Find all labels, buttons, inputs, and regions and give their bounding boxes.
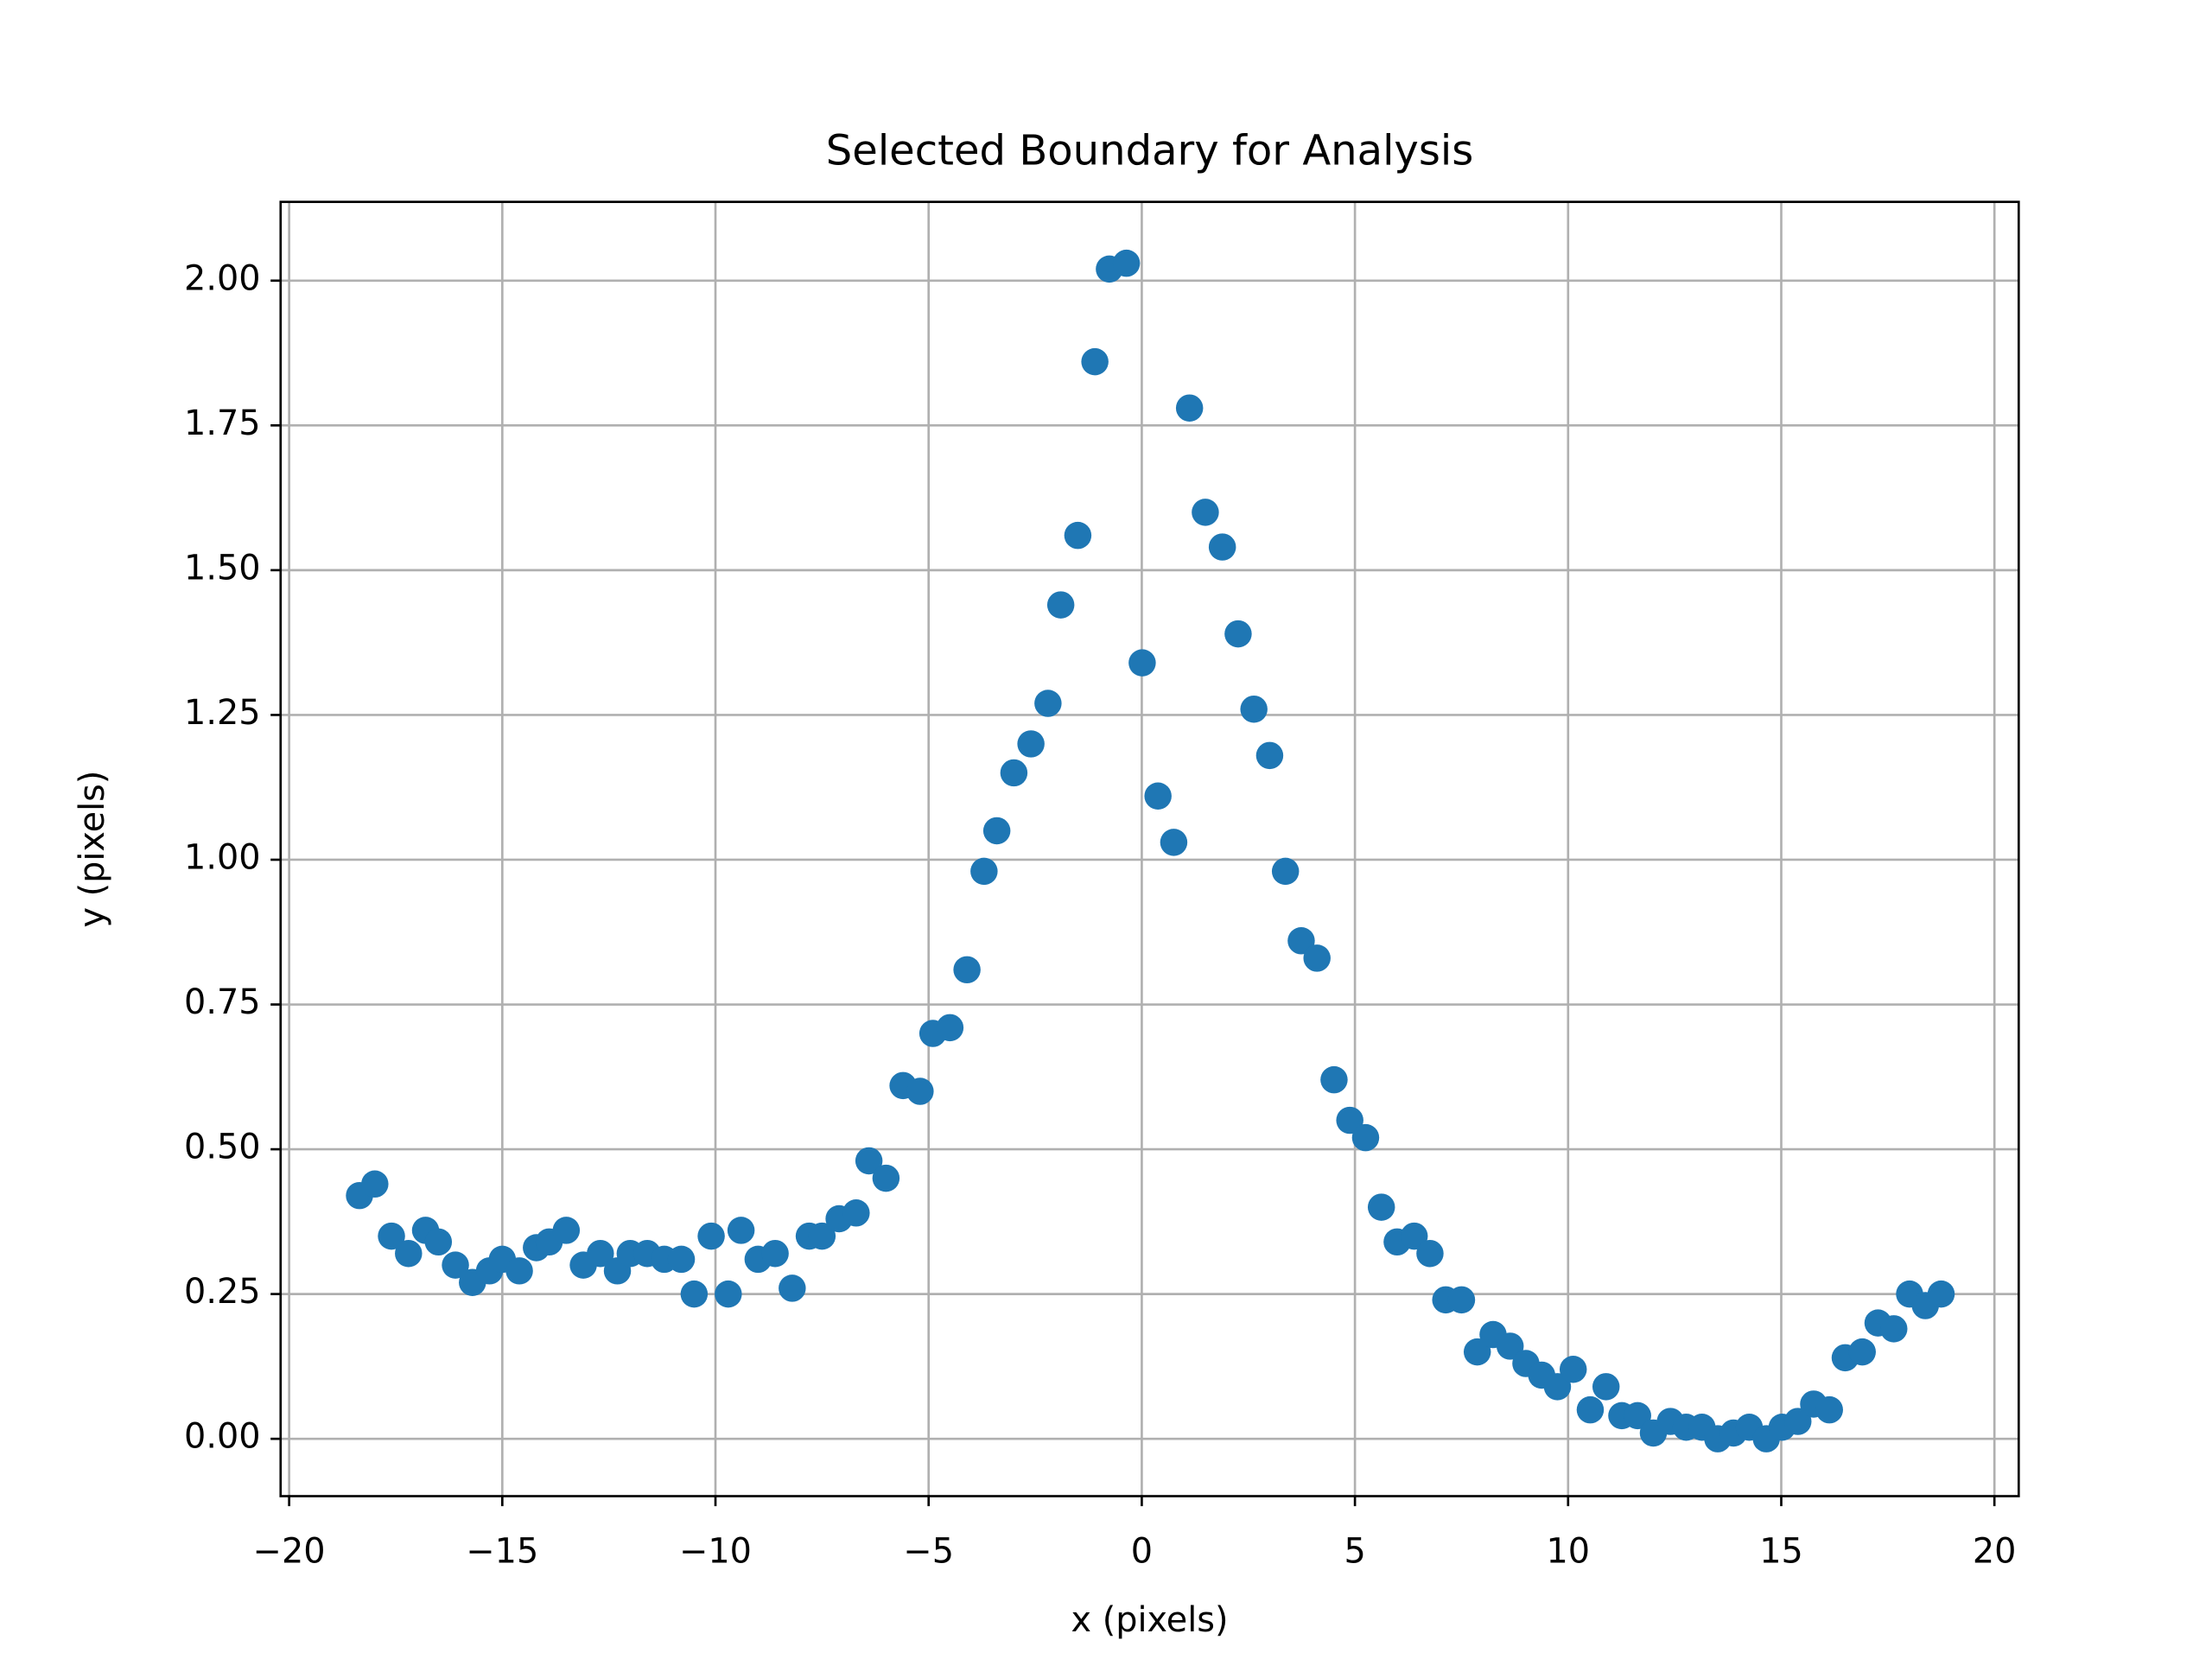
marks	[346, 249, 1955, 1452]
scatter-point	[715, 1280, 742, 1308]
scatter-point	[1351, 1123, 1380, 1152]
x-tick-label: 0	[1131, 1531, 1153, 1571]
scatter-point	[1017, 730, 1045, 758]
scatter-point	[442, 1251, 469, 1279]
scatter-point	[1815, 1395, 1843, 1424]
y-tick-label: 0.50	[184, 1128, 261, 1167]
scatter-point	[1336, 1106, 1363, 1135]
scatter-point	[842, 1199, 870, 1227]
scatter-point	[1240, 695, 1268, 723]
y-tick-label: 0.75	[184, 982, 261, 1022]
x-tick-label: 15	[1759, 1531, 1803, 1571]
scatter-point	[667, 1245, 696, 1274]
y-tick-label: 2.00	[184, 258, 261, 298]
y-tick-label: 1.75	[184, 404, 261, 443]
scatter-point	[936, 1014, 964, 1042]
y-tick-label: 1.00	[184, 837, 261, 877]
scatter-point	[1160, 829, 1188, 856]
scatter-point	[727, 1217, 755, 1244]
scatter-point	[1848, 1338, 1876, 1366]
scatter-point	[680, 1280, 709, 1308]
plot-frame	[279, 200, 2020, 1497]
scatter-point	[1559, 1356, 1587, 1383]
scatter-point	[906, 1077, 934, 1105]
scatter-point	[1543, 1373, 1572, 1401]
scatter-point	[1128, 649, 1156, 677]
scatter-point	[424, 1228, 453, 1256]
y-tick-label: 0.25	[184, 1272, 261, 1312]
scatter-point	[953, 956, 981, 984]
scatter-point	[1400, 1222, 1428, 1250]
y-axis-label: y (pixels)	[73, 771, 112, 928]
scatter-point	[872, 1164, 900, 1192]
scatter-point	[808, 1222, 836, 1250]
scatter-point	[761, 1239, 789, 1268]
scatter-point	[1592, 1373, 1620, 1401]
scatter-point	[1783, 1408, 1812, 1435]
scatter-point	[1271, 857, 1300, 886]
x-tick-label: −10	[679, 1531, 752, 1571]
scatter-point	[1064, 521, 1092, 550]
scatter-point	[1927, 1280, 1955, 1308]
x-tick-label: −5	[903, 1531, 954, 1571]
scatter-point	[1175, 394, 1204, 422]
scatter-point	[1046, 591, 1075, 619]
scatter-point	[1034, 690, 1062, 717]
scatter-point	[1112, 249, 1141, 277]
scatter-point	[1192, 499, 1219, 526]
scatter-point	[361, 1170, 389, 1198]
scatter-point	[697, 1222, 725, 1250]
scatter-point	[552, 1217, 581, 1244]
scatter-point	[1416, 1239, 1444, 1268]
scatter-point	[378, 1222, 405, 1250]
scatter-point	[1255, 741, 1284, 770]
chart-title: Selected Boundary for Analysis	[826, 126, 1474, 175]
scatter-point	[1880, 1315, 1908, 1343]
x-axis-label: x (pixels)	[1071, 1600, 1229, 1640]
scatter-point	[1624, 1402, 1651, 1430]
x-tick-label: 20	[1973, 1531, 2017, 1571]
scatter-point	[1447, 1286, 1476, 1314]
scatter-point	[1287, 927, 1315, 955]
x-tick-label: −15	[466, 1531, 538, 1571]
scatter-point	[1144, 782, 1172, 810]
scatter-point	[855, 1147, 883, 1175]
scatter-point	[1081, 347, 1109, 376]
scatter-point	[1000, 759, 1028, 787]
x-tick-label: 5	[1344, 1531, 1365, 1571]
scatter-point	[505, 1257, 533, 1285]
scatter-point	[1463, 1338, 1491, 1366]
scatter-point	[587, 1239, 614, 1268]
y-tick-label: 0.00	[184, 1417, 261, 1457]
scatter-point	[779, 1274, 806, 1302]
scatter-point	[970, 857, 998, 886]
scatter-point	[1303, 944, 1331, 972]
scatter-point	[1208, 533, 1236, 561]
grid	[280, 201, 2019, 1497]
y-tick-label: 1.25	[184, 693, 261, 733]
scatter-point	[982, 817, 1011, 845]
scatter-point	[395, 1239, 423, 1268]
x-tick-label: 10	[1547, 1531, 1591, 1571]
x-tick-label: −20	[253, 1531, 326, 1571]
scatter-point	[1576, 1395, 1605, 1424]
scatter-point	[1320, 1065, 1348, 1094]
scatter-point	[1224, 620, 1252, 648]
scatter-point	[1367, 1193, 1395, 1221]
scatter-point	[1496, 1332, 1524, 1360]
y-tick-label: 1.50	[184, 548, 261, 588]
